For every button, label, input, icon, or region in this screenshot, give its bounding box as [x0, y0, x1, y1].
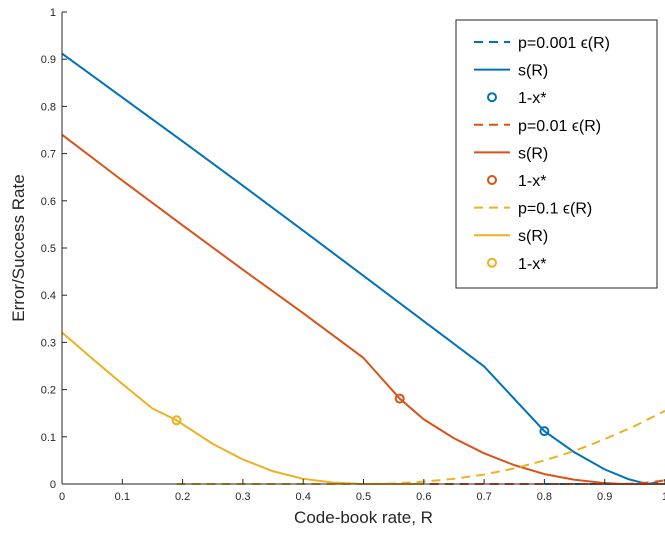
- legend-label: p=0.01 ϵ(R): [518, 118, 601, 135]
- y-tick-label: 0.3: [41, 337, 56, 349]
- legend-label: s(R): [518, 63, 548, 80]
- x-ticks: 0 0.1 0.2 0.3 0.4 0.5 0.6 0.7 0.8 0.9 1: [59, 479, 665, 503]
- y-tick-label: 0: [50, 479, 56, 491]
- legend-label: p=0.1 ϵ(R): [518, 201, 592, 218]
- legend-label: 1-x*: [518, 173, 546, 190]
- y-axis-label: Error/Success Rate: [9, 174, 28, 321]
- legend-box: [455, 19, 658, 289]
- x-tick-label: 0.4: [296, 491, 311, 503]
- legend-swatch-marker: [487, 257, 497, 268]
- x-tick-label: 1: [662, 491, 665, 503]
- y-tick-label: 0.8: [41, 101, 56, 113]
- x-tick-label: 0.5: [356, 491, 371, 503]
- x-tick-label: 0.8: [537, 491, 552, 503]
- series-line-p01-solid: [61, 331, 424, 485]
- legend: p=0.001 ϵ(R) s(R) 1-x* p=0.01 ϵ(R) s(R) 1-x* p…: [455, 19, 658, 289]
- legend-label: 1-x*: [518, 90, 546, 107]
- y-tick-label: 0.1: [41, 432, 56, 444]
- y-tick-label: 0.6: [41, 196, 56, 208]
- legend-label: s(R): [518, 228, 548, 245]
- legend-items: p=0.001 ϵ(R) s(R) 1-x* p=0.01 ϵ(R) s(R) 1-x* p…: [474, 35, 610, 273]
- y-tick-label: 0.5: [41, 243, 56, 255]
- x-axis-label: Code-book rate, R: [294, 508, 433, 527]
- series-marker-p01: [171, 415, 182, 426]
- y-tick-label: 0.2: [41, 385, 56, 397]
- x-tick-label: 0.6: [416, 491, 431, 503]
- y-tick-label: 0.9: [41, 54, 56, 66]
- x-tick-label: 0.1: [115, 491, 130, 503]
- legend-label: s(R): [518, 145, 548, 162]
- series-marker-p0001: [539, 426, 550, 437]
- series-line-p01-dashed: [176, 409, 665, 485]
- legend-label: p=0.001 ϵ(R): [518, 35, 610, 52]
- x-tick-label: 0.2: [175, 491, 190, 503]
- y-tick-label: 0.7: [41, 149, 56, 161]
- legend-swatch-marker: [487, 175, 497, 185]
- legend-label: 1-x*: [518, 256, 546, 273]
- y-tick-label: 0.4: [41, 290, 56, 302]
- y-ticks: 0 0.1 0.2 0.3 0.4 0.5 0.6 0.7 0.8 0.9 1: [41, 7, 67, 491]
- x-tick-label: 0.7: [476, 491, 491, 503]
- y-tick-label: 1: [50, 7, 56, 19]
- legend-swatch-marker: [487, 92, 497, 103]
- x-tick-label: 0: [59, 491, 65, 503]
- series-marker-p001: [394, 393, 405, 404]
- plot-area: 0 0.1 0.2 0.3 0.4 0.5 0.6 0.7 0.8 0.9 1 0 0.1 0.2 0.3…: [41, 7, 665, 503]
- marker-layer: [171, 393, 550, 437]
- x-tick-label: 0.3: [235, 491, 250, 503]
- x-tick-label: 0.9: [597, 491, 612, 503]
- series-line-p001-solid: [61, 133, 665, 485]
